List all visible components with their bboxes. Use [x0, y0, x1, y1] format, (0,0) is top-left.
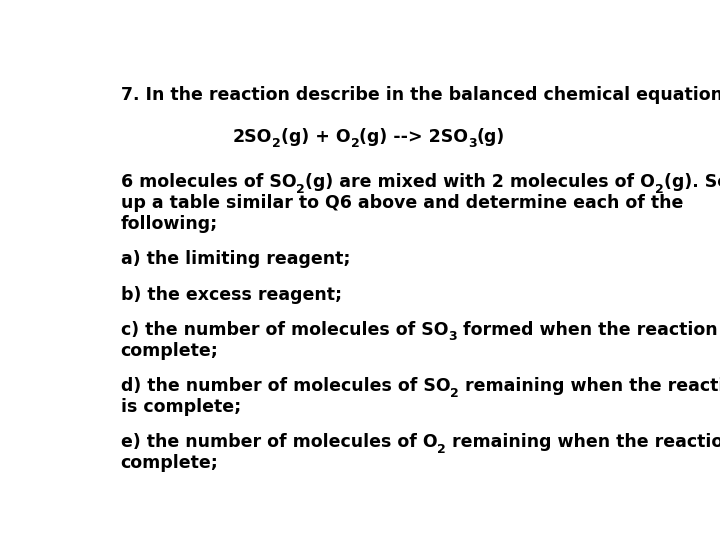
Text: 2: 2 — [297, 183, 305, 196]
Text: a) the limiting reagent;: a) the limiting reagent; — [121, 251, 350, 268]
Text: complete;: complete; — [121, 454, 219, 472]
Text: (g) --> 2SO: (g) --> 2SO — [359, 128, 468, 146]
Text: 3: 3 — [468, 137, 477, 150]
Text: (g) are mixed with 2 molecules of O: (g) are mixed with 2 molecules of O — [305, 173, 655, 192]
Text: 6 molecules of SO: 6 molecules of SO — [121, 173, 297, 192]
Text: (g): (g) — [477, 128, 505, 146]
Text: 7. In the reaction describe in the balanced chemical equation,: 7. In the reaction describe in the balan… — [121, 86, 720, 104]
Text: 2: 2 — [437, 443, 446, 456]
Text: complete;: complete; — [121, 342, 219, 360]
Text: e) the number of molecules of O: e) the number of molecules of O — [121, 433, 437, 451]
Text: 2: 2 — [450, 387, 459, 400]
Text: 2: 2 — [655, 183, 664, 196]
Text: remaining when the reaction: remaining when the reaction — [459, 377, 720, 395]
Text: 3: 3 — [448, 330, 456, 343]
Text: (g). Set: (g). Set — [664, 173, 720, 192]
Text: c) the number of molecules of SO: c) the number of molecules of SO — [121, 321, 448, 339]
Text: (g) + O: (g) + O — [281, 128, 351, 146]
Text: remaining when the reaction is: remaining when the reaction is — [446, 433, 720, 451]
Text: up a table similar to Q6 above and determine each of the: up a table similar to Q6 above and deter… — [121, 194, 683, 212]
Text: formed when the reaction is: formed when the reaction is — [456, 321, 720, 339]
Text: 2: 2 — [272, 137, 281, 150]
Text: following;: following; — [121, 215, 218, 233]
Text: 2: 2 — [351, 137, 359, 150]
Text: is complete;: is complete; — [121, 398, 241, 416]
Text: b) the excess reagent;: b) the excess reagent; — [121, 286, 342, 303]
Text: d) the number of molecules of SO: d) the number of molecules of SO — [121, 377, 450, 395]
Text: 2SO: 2SO — [233, 128, 272, 146]
